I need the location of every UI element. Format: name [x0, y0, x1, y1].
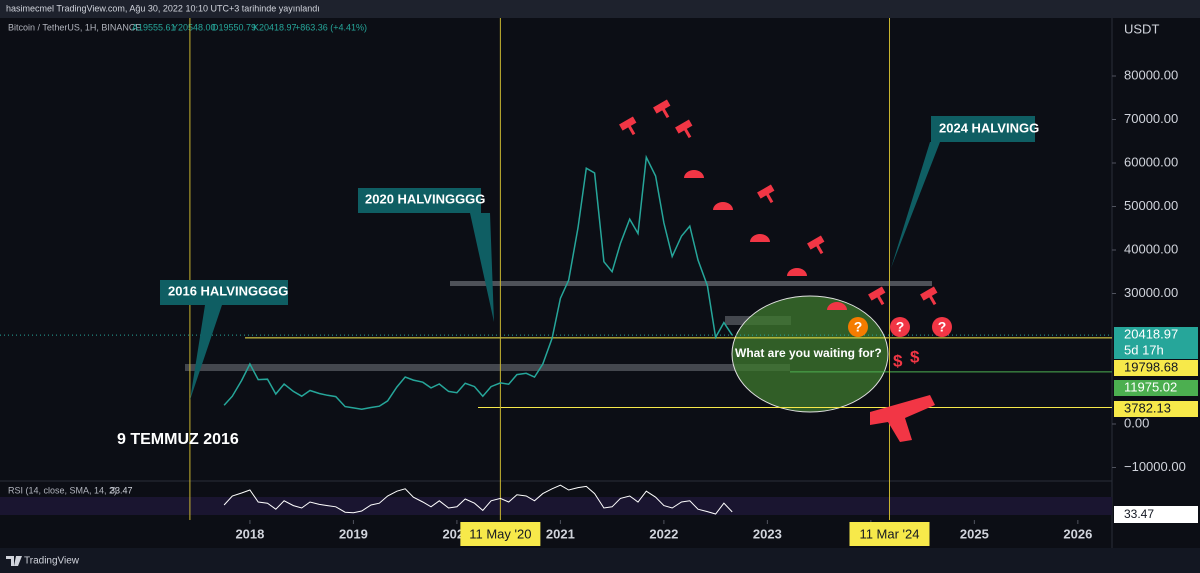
countdown: 5d 17h — [1124, 342, 1164, 357]
y-tick-label: 40000.00 — [1124, 241, 1178, 256]
price-label-box — [1114, 327, 1198, 359]
rsi-axis-value: 33.47 — [1124, 507, 1154, 521]
y-tick-label: −10000.00 — [1124, 459, 1186, 474]
currency: USDT — [1124, 21, 1159, 36]
x-tick-label: 2022 — [649, 526, 678, 541]
y-tick-label: 70000.00 — [1124, 111, 1178, 126]
price-label-box — [1114, 380, 1198, 396]
dollar-icon: $ — [910, 347, 920, 366]
price-label: 3782.13 — [1124, 400, 1171, 415]
price-label: 11975.02 — [1124, 379, 1177, 394]
rsi-label: RSI (14, close, SMA, 14, 2) — [8, 485, 117, 495]
callout-text: 2016 HALVINGGGG — [168, 283, 288, 298]
footer — [0, 548, 1200, 573]
x-tick-label: 2023 — [753, 526, 782, 541]
publish-info: hasimecmel TradingView.com, Ağu 30, 2022… — [6, 3, 320, 13]
legend: Bitcoin / TetherUS, 1H, BINANCE A19555.6… — [8, 22, 367, 32]
callout-text: 2020 HALVINGGGG — [365, 191, 485, 206]
event-label: 11 May '20 — [469, 526, 531, 541]
price-label: 19798.68 — [1124, 359, 1178, 374]
x-tick-label: 2019 — [339, 526, 368, 541]
change: +863.36 (+4.41%) — [295, 22, 367, 32]
rsi-box — [1114, 506, 1198, 523]
resistance-zone — [450, 281, 932, 286]
open: A19555.61 — [132, 22, 176, 32]
header-bar — [0, 0, 1200, 18]
icons — [619, 99, 952, 442]
y-tick-label: 0.00 — [1124, 415, 1149, 430]
brand: TradingView — [24, 556, 80, 567]
question-icon: ? — [896, 319, 905, 335]
y-tick-label: 30000.00 — [1124, 285, 1178, 300]
callout — [160, 280, 288, 400]
event-label: 11 Mar '24 — [859, 526, 919, 541]
rsi-band — [0, 497, 1112, 515]
note: 9 TEMMUZ 2016 — [117, 431, 239, 448]
rsi-value: 33.47 — [110, 485, 133, 495]
x-tick-label: 2018 — [235, 526, 264, 541]
price-label-box — [1114, 401, 1198, 417]
callout — [891, 116, 1035, 268]
y-tick-label: 80000.00 — [1124, 67, 1178, 82]
question-icon: ? — [938, 319, 947, 335]
price-label-box — [1114, 360, 1198, 376]
callout-text: 2024 HALVINGG — [939, 120, 1039, 135]
dollar-icon: $ — [893, 351, 903, 370]
x-tick-label: 2025 — [960, 526, 989, 541]
y-tick-label: 50000.00 — [1124, 198, 1178, 213]
high: Y20548.00 — [172, 22, 216, 32]
support-zone — [185, 364, 790, 371]
price-label: 20418.97 — [1124, 326, 1178, 341]
event-label-box — [849, 522, 930, 546]
low: D19550.79 — [212, 22, 256, 32]
y-tick-label: 60000.00 — [1124, 154, 1178, 169]
rsi-line — [223, 484, 733, 515]
x-tick-label: 2026 — [1063, 526, 1092, 541]
question-icon: ? — [854, 319, 863, 335]
close: K20418.97 — [253, 22, 297, 32]
note: What are you waiting for? — [735, 346, 882, 360]
callout — [358, 188, 494, 322]
price-line — [223, 154, 733, 410]
x-tick-label: 2021 — [546, 526, 575, 541]
event-label-box — [460, 522, 541, 546]
symbol: Bitcoin / TetherUS, 1H, BINANCE — [8, 22, 141, 32]
logo — [6, 556, 22, 566]
